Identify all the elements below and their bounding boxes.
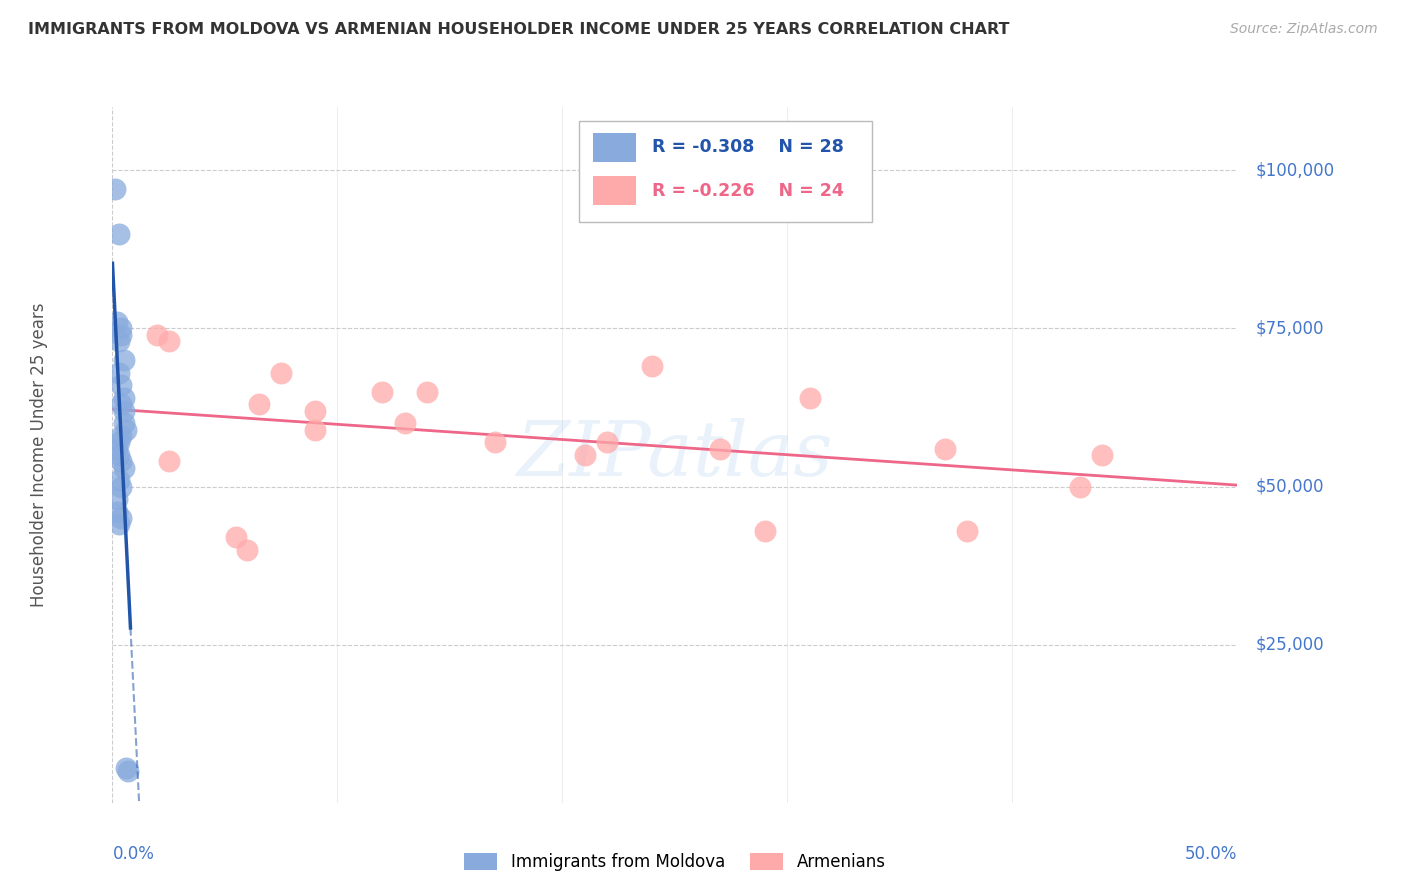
Point	[304, 423, 326, 437]
Point	[112, 417, 135, 431]
FancyBboxPatch shape	[579, 121, 872, 222]
Point	[110, 511, 132, 525]
Text: ZIPatlas: ZIPatlas	[516, 418, 834, 491]
Point	[484, 435, 506, 450]
Point	[104, 182, 127, 196]
Text: $100,000: $100,000	[1256, 161, 1334, 179]
Point	[110, 378, 132, 392]
Point	[108, 435, 131, 450]
Text: 50.0%: 50.0%	[1185, 845, 1237, 863]
Point	[304, 403, 326, 417]
Point	[110, 397, 132, 411]
Point	[709, 442, 731, 456]
Legend: Immigrants from Moldova, Armenians: Immigrants from Moldova, Armenians	[457, 847, 893, 878]
Point	[146, 327, 169, 342]
Point	[105, 505, 128, 519]
Bar	[593, 133, 636, 162]
Text: 0.0%: 0.0%	[112, 845, 155, 863]
Point	[799, 391, 821, 405]
Point	[157, 454, 180, 468]
Point	[110, 327, 132, 342]
Point	[108, 227, 131, 241]
Point	[108, 517, 131, 532]
Point	[225, 530, 247, 544]
Point	[270, 366, 292, 380]
Point	[105, 315, 128, 329]
Point	[108, 334, 131, 348]
Point	[416, 384, 439, 399]
Point	[236, 542, 259, 557]
Point	[754, 524, 776, 538]
Point	[110, 429, 132, 443]
Point	[956, 524, 979, 538]
Text: R = -0.226    N = 24: R = -0.226 N = 24	[652, 182, 844, 200]
Point	[934, 442, 956, 456]
Point	[110, 479, 132, 493]
Point	[247, 397, 270, 411]
Text: $50,000: $50,000	[1256, 477, 1324, 496]
Point	[110, 454, 132, 468]
Text: R = -0.308    N = 28: R = -0.308 N = 28	[652, 138, 844, 156]
Point	[108, 473, 131, 487]
Point	[115, 423, 138, 437]
Text: Source: ZipAtlas.com: Source: ZipAtlas.com	[1230, 22, 1378, 37]
Point	[596, 435, 619, 450]
Text: $25,000: $25,000	[1256, 636, 1324, 654]
Point	[1069, 479, 1091, 493]
Point	[112, 403, 135, 417]
Text: IMMIGRANTS FROM MOLDOVA VS ARMENIAN HOUSEHOLDER INCOME UNDER 25 YEARS CORRELATIO: IMMIGRANTS FROM MOLDOVA VS ARMENIAN HOUS…	[28, 22, 1010, 37]
Bar	[593, 176, 636, 205]
Point	[108, 366, 131, 380]
Point	[574, 448, 596, 462]
Text: Householder Income Under 25 years: Householder Income Under 25 years	[31, 302, 48, 607]
Point	[117, 764, 139, 779]
Point	[371, 384, 394, 399]
Point	[1091, 448, 1114, 462]
Point	[394, 417, 416, 431]
Point	[105, 442, 128, 456]
Point	[110, 321, 132, 335]
Point	[112, 460, 135, 475]
Point	[108, 448, 131, 462]
Point	[112, 353, 135, 368]
Text: $75,000: $75,000	[1256, 319, 1324, 337]
Point	[641, 359, 664, 374]
Point	[112, 391, 135, 405]
Point	[157, 334, 180, 348]
Point	[115, 761, 138, 775]
Point	[105, 492, 128, 507]
